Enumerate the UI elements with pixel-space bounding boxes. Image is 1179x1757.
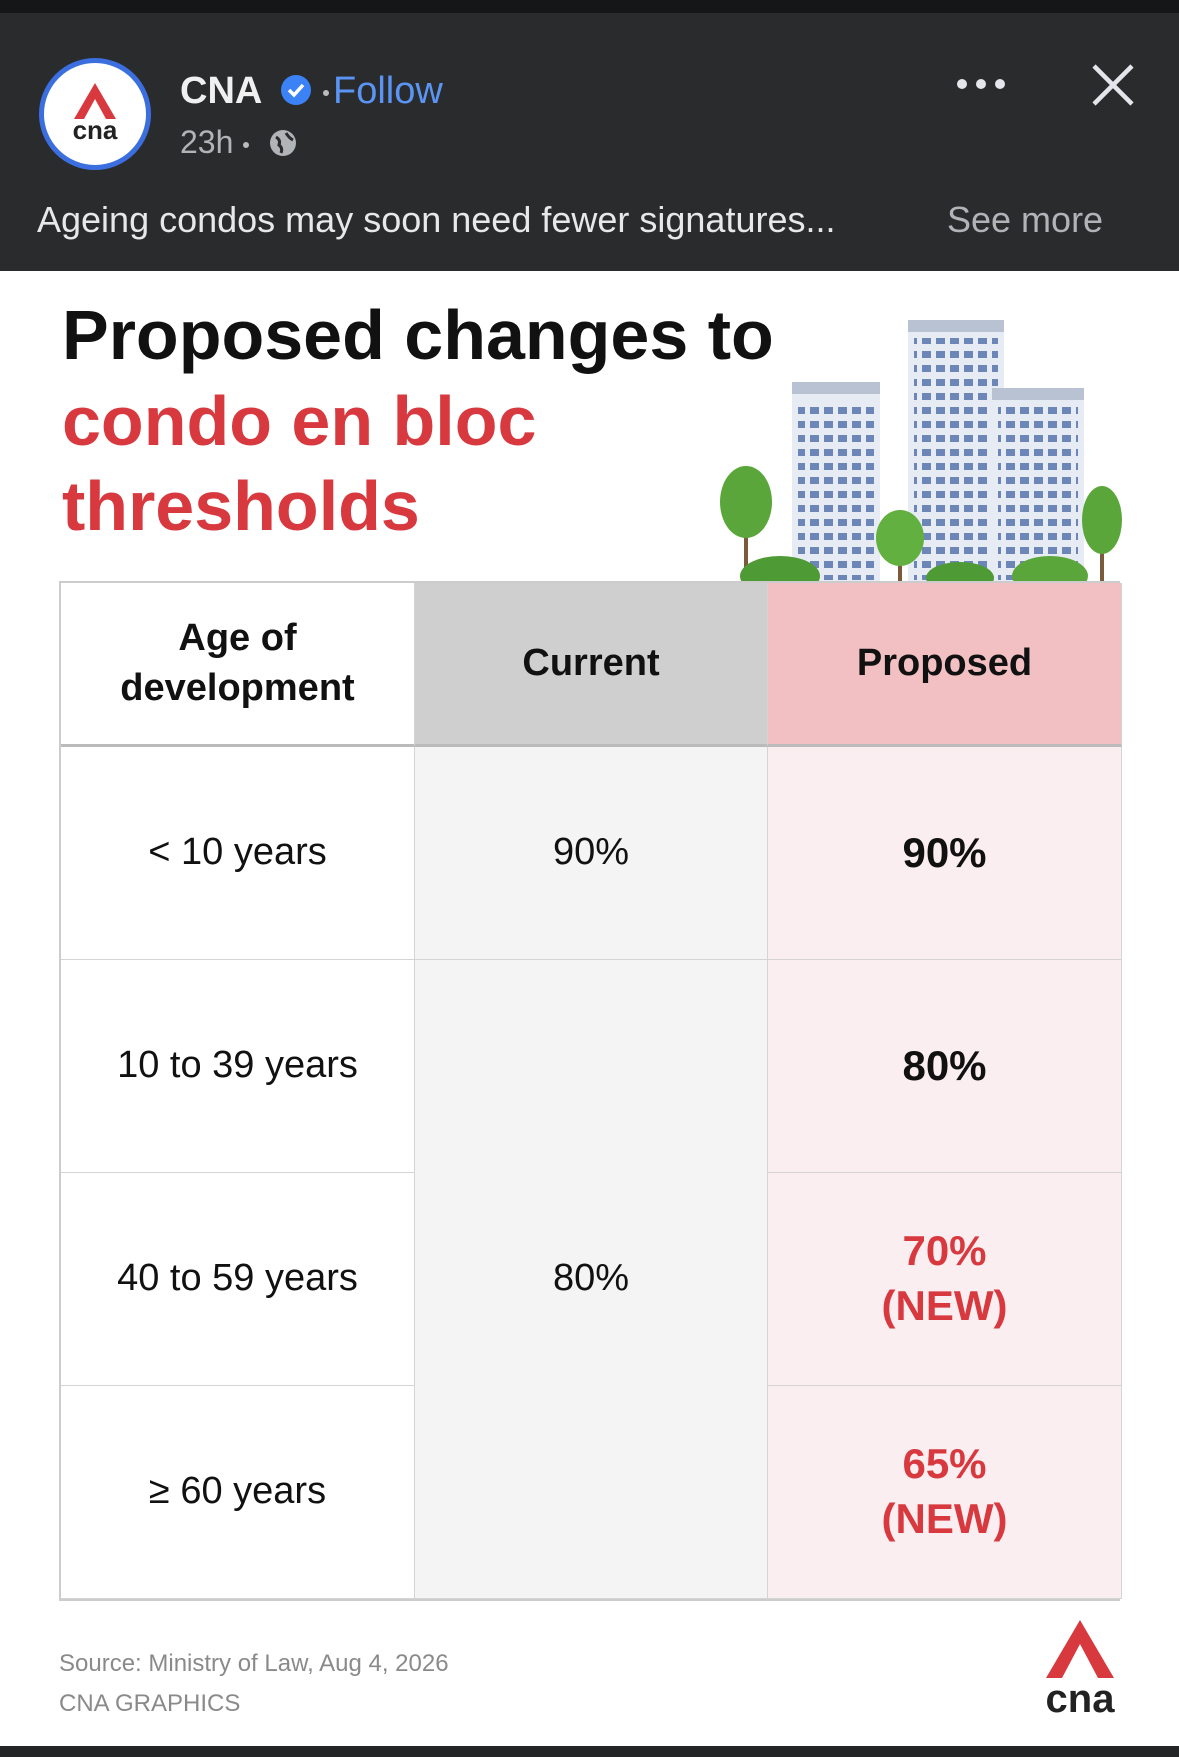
source: Source: Ministry of Law, Aug 4, 2026 (59, 1650, 449, 1677)
header-cell: Proposed (768, 583, 1122, 747)
proposed-value: 65% (902, 1440, 987, 1488)
header-cell: Age of development (61, 583, 415, 747)
proposed-cell: 65% (NEW) (768, 1386, 1122, 1599)
globe-icon (270, 130, 297, 156)
proposed-cell: 80% (768, 960, 1122, 1173)
author-name: CNA (180, 70, 261, 112)
close-button[interactable] (1090, 62, 1136, 108)
proposed-note: (NEW) (881, 1282, 1008, 1329)
threshold-table: Age of development Current Proposed < 10… (59, 581, 1122, 1601)
current-cell: 90% (415, 747, 768, 960)
title-highlight: condo en bloc (62, 382, 537, 460)
current-cell: 80% (415, 960, 768, 1599)
verified-badge (281, 75, 312, 105)
logo-text: cna (1046, 1677, 1116, 1720)
header-cell: Current (415, 583, 768, 747)
author[interactable]: CNA (180, 70, 339, 113)
timestamp: 23h (180, 124, 298, 161)
status-strip (0, 0, 1179, 13)
more-options[interactable] (955, 72, 1009, 96)
caption: Ageing condos may soon need fewer signat… (37, 199, 836, 240)
proposed-cell: 70% (NEW) (768, 1173, 1122, 1386)
header-text: Age of development (120, 617, 355, 709)
avatar-logo: cna (73, 83, 118, 145)
follow-button[interactable]: Follow (333, 70, 443, 112)
age-cell: 40 to 59 years (61, 1173, 415, 1386)
buildings-illustration (720, 320, 1122, 582)
proposed-note: (NEW) (881, 1495, 1008, 1542)
proposed-cell: 90% (768, 747, 1122, 960)
credit: CNA GRAPHICS (59, 1690, 241, 1717)
post-header (0, 13, 1179, 271)
title-line: Proposed changes to (62, 296, 774, 374)
see-more[interactable]: See more (947, 199, 1104, 240)
age-cell: ≥ 60 years (61, 1386, 415, 1599)
age-cell: < 10 years (61, 747, 415, 960)
time-text: 23h (180, 124, 234, 160)
cna-logo: cna (1046, 1620, 1116, 1720)
avatar-text: cna (73, 115, 118, 145)
avatar[interactable]: cna (39, 58, 151, 170)
proposed-value: 70% (902, 1227, 987, 1275)
age-cell: 10 to 39 years (61, 960, 415, 1173)
title-highlight: thresholds (62, 467, 420, 545)
